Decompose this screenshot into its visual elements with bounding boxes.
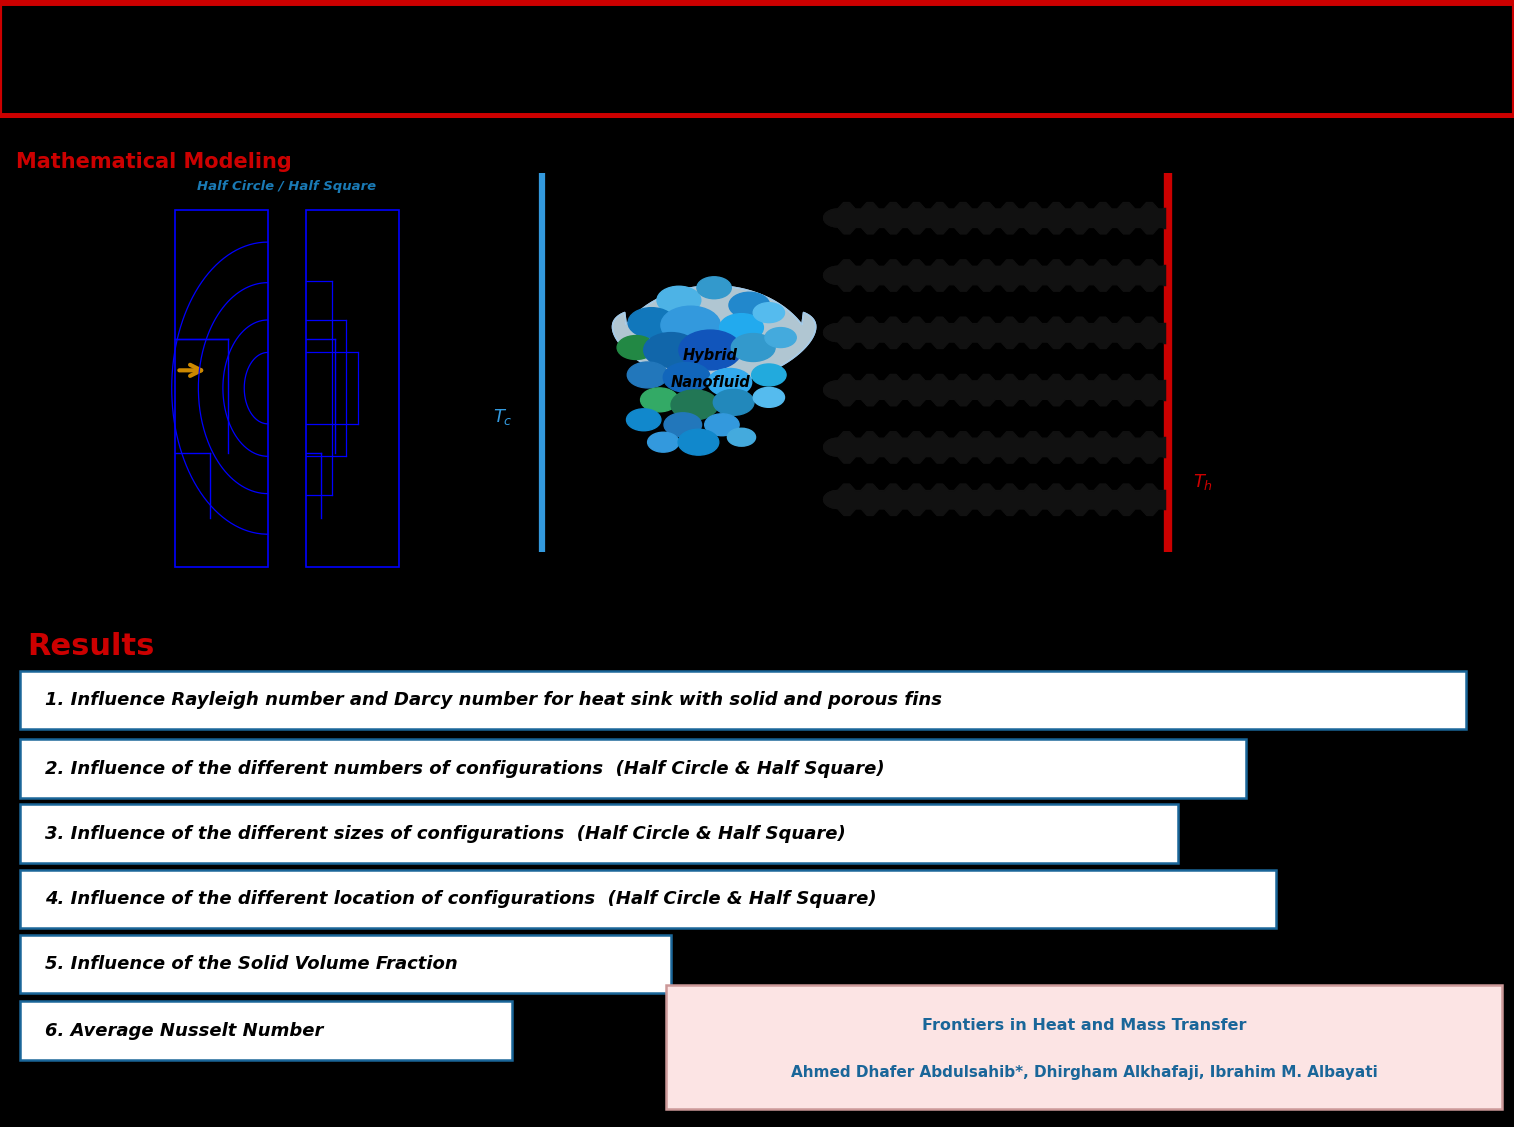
FancyBboxPatch shape [20,1001,512,1061]
Text: Half Circle / Half Square: Half Circle / Half Square [197,180,377,194]
Text: Adiabatic Wall: Adiabatic Wall [799,562,911,576]
Text: $T_h$: $T_h$ [1193,472,1213,492]
Polygon shape [824,490,837,508]
FancyBboxPatch shape [20,934,671,993]
Circle shape [627,409,662,431]
Text: g: g [645,174,659,192]
Text: 6. Average Nusselt Number: 6. Average Nusselt Number [45,1022,324,1040]
Circle shape [728,292,769,318]
Circle shape [627,362,668,388]
Circle shape [765,328,796,347]
Bar [306,210,398,567]
Text: 2. Influence of the different numbers of configurations  (Half Circle & Half Squ: 2. Influence of the different numbers of… [45,760,886,778]
Circle shape [662,307,721,344]
Text: Nanofluid: Nanofluid [671,375,749,390]
Circle shape [643,332,698,367]
Circle shape [665,412,701,437]
Text: Hybrid: Hybrid [683,347,737,363]
FancyBboxPatch shape [20,805,1178,863]
Circle shape [671,390,718,419]
Text: Frontiers in Heat and Mass Transfer: Frontiers in Heat and Mass Transfer [922,1018,1246,1033]
Text: $T_c$: $T_c$ [494,407,513,427]
Text: Various Enclosures Filled with a Hybrid Nanofluid: Various Enclosures Filled with a Hybrid … [398,79,1116,105]
Circle shape [709,369,751,397]
Text: 5. Influence of the Solid Volume Fraction: 5. Influence of the Solid Volume Fractio… [45,955,459,973]
Bar [176,210,268,567]
FancyBboxPatch shape [20,739,1246,798]
Circle shape [663,363,710,392]
Circle shape [678,429,719,455]
Circle shape [719,313,763,341]
Circle shape [618,336,654,360]
Text: Optimizing Heat Sink Performance by Replacing Fins from Solid to Porous inside: Optimizing Heat Sink Performance by Repl… [173,23,1341,48]
Circle shape [713,390,754,415]
Circle shape [657,286,701,314]
FancyBboxPatch shape [20,671,1466,729]
Text: Adiabatic Wall: Adiabatic Wall [799,126,911,140]
Circle shape [704,414,739,436]
Polygon shape [824,266,837,284]
Circle shape [754,388,784,407]
Circle shape [640,388,678,411]
Text: 1. Influence Rayleigh number and Darcy number for heat sink with solid and porou: 1. Influence Rayleigh number and Darcy n… [45,691,942,709]
Circle shape [754,303,784,322]
Text: W: W [846,570,863,586]
Circle shape [727,428,755,446]
Text: Solid/Porous Finned Heat Sink: Solid/Porous Finned Heat Sink [1281,268,1290,456]
Text: x: x [663,553,671,568]
Polygon shape [824,381,837,399]
Circle shape [648,433,678,452]
FancyBboxPatch shape [666,985,1502,1109]
Text: 4. Influence of the different location of configurations  (Half Circle & Half Sq: 4. Influence of the different location o… [45,890,877,908]
Text: Results: Results [27,632,154,662]
Circle shape [731,334,775,362]
Text: W: W [1241,354,1260,372]
Polygon shape [824,323,837,341]
Polygon shape [824,208,837,227]
Circle shape [628,308,675,338]
FancyBboxPatch shape [20,870,1276,929]
Polygon shape [824,438,837,456]
Circle shape [678,330,742,370]
Text: 3. Influence of the different sizes of configurations  (Half Circle & Half Squar: 3. Influence of the different sizes of c… [45,825,846,843]
Circle shape [751,364,786,385]
Circle shape [696,277,731,299]
Text: Y: Y [581,505,589,518]
Text: Mathematical Modeling: Mathematical Modeling [17,152,292,172]
Text: Ahmed Dhafer Abdulsahib*, Dhirgham Alkhafaji, Ibrahim M. Albayati: Ahmed Dhafer Abdulsahib*, Dhirgham Alkha… [790,1065,1378,1081]
Polygon shape [613,286,816,383]
